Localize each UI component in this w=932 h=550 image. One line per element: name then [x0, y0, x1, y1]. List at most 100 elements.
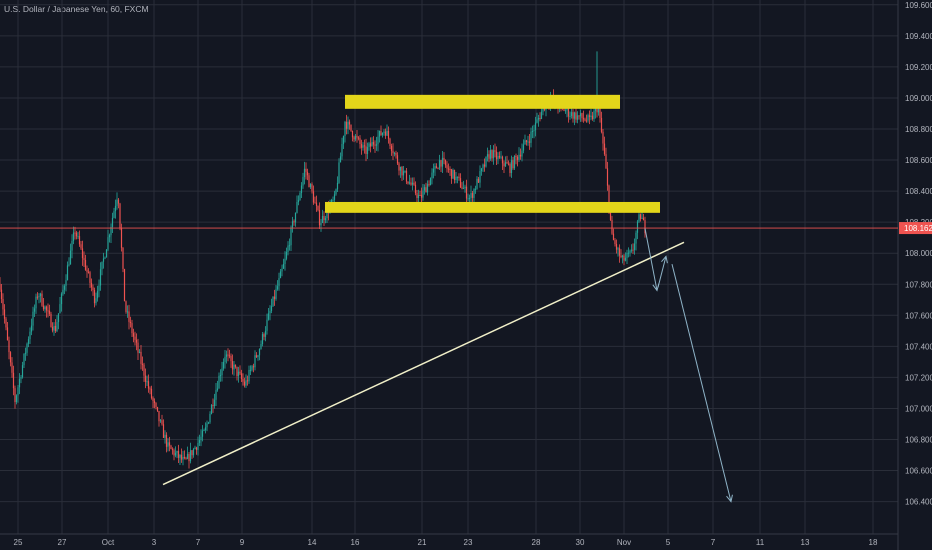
candle-body: [149, 388, 151, 390]
candle-body: [92, 287, 94, 290]
candle-body: [161, 420, 163, 425]
candle-body: [267, 313, 270, 320]
candle-body: [57, 313, 60, 323]
candle-body: [452, 169, 454, 179]
candle-body: [441, 157, 444, 167]
candle-body: [270, 306, 273, 311]
y-tick-label: 106.600: [905, 467, 932, 476]
candle-body: [44, 306, 46, 310]
candle-body: [227, 354, 229, 356]
candle-body: [480, 168, 483, 172]
candle-body: [155, 403, 157, 407]
candle-body: [65, 280, 67, 286]
candle-body: [498, 156, 501, 158]
candle-body: [432, 168, 435, 173]
candle-body: [272, 296, 274, 307]
candle-body: [357, 137, 360, 139]
candle-body: [501, 156, 504, 164]
candle-body: [518, 154, 520, 160]
candle-body: [153, 401, 156, 404]
candle-body: [486, 154, 489, 157]
candle-body: [614, 240, 616, 245]
candle-body: [485, 156, 487, 167]
candle-body: [351, 130, 354, 138]
candle-body: [113, 211, 115, 218]
candle-body: [257, 355, 259, 358]
candle-body: [59, 304, 61, 314]
y-tick-label: 107.200: [905, 373, 932, 382]
candle-body: [428, 184, 430, 186]
candle-body: [74, 232, 76, 234]
candle-body: [623, 255, 625, 261]
x-tick-label: 13: [801, 538, 810, 547]
candle-body: [278, 278, 280, 287]
candle-body: [108, 235, 111, 238]
candle-body: [215, 390, 217, 400]
x-tick-label: 5: [666, 538, 671, 547]
candle-body: [143, 364, 145, 376]
candle-body: [335, 189, 337, 195]
candle-body: [458, 176, 460, 179]
candle-body: [188, 454, 190, 462]
candle-body: [80, 244, 82, 249]
candle-body: [93, 289, 96, 304]
candle-body: [303, 168, 306, 178]
candle-body: [131, 323, 133, 334]
candle-body: [26, 343, 28, 353]
y-tick-label: 109.600: [905, 1, 932, 10]
candle-body: [71, 240, 73, 251]
candle-body: [135, 339, 138, 343]
x-tick-label: 11: [756, 538, 765, 547]
candle-body: [132, 333, 135, 337]
candle-body: [179, 454, 181, 458]
candle-body: [222, 361, 225, 369]
candle-body: [525, 140, 528, 142]
y-tick-label: 109.400: [905, 32, 932, 41]
candle-body: [570, 112, 573, 117]
candle-body: [221, 368, 223, 376]
candle-body: [618, 248, 621, 256]
candle-body: [245, 380, 247, 386]
candle-body: [411, 182, 414, 185]
candle-body: [2, 299, 4, 310]
candle-body: [510, 160, 513, 174]
x-tick-label: 18: [869, 538, 878, 547]
candle-body: [66, 265, 69, 281]
candle-body: [636, 221, 639, 233]
candle-body: [365, 146, 367, 154]
candle-body: [461, 187, 463, 189]
candle-body: [437, 168, 439, 170]
candle-body: [446, 165, 448, 169]
candle-body: [581, 113, 583, 119]
candle-body: [407, 181, 409, 184]
candle-body: [315, 202, 318, 206]
candle-body: [72, 232, 75, 241]
x-tick-label: 23: [464, 538, 473, 547]
candle-body: [414, 184, 417, 194]
x-tick-label: 21: [418, 538, 427, 547]
candle-body: [624, 257, 627, 261]
candle-body: [395, 152, 397, 156]
candle-body: [96, 290, 99, 299]
candle-body: [354, 135, 357, 140]
support-zone: [325, 201, 660, 213]
candle-body: [482, 164, 484, 169]
candle-body: [347, 121, 349, 129]
candle-body: [612, 233, 615, 241]
candle-body: [513, 155, 516, 169]
candle-body: [84, 259, 87, 270]
candle-body: [218, 375, 220, 389]
candle-body: [240, 373, 243, 380]
projection-arrow-head: [726, 494, 733, 503]
x-tick-label: 27: [58, 538, 67, 547]
candle-body: [416, 193, 418, 199]
candle-body: [167, 442, 169, 447]
candle-body: [342, 136, 345, 145]
candle-body: [24, 352, 27, 354]
candle-body: [116, 199, 118, 206]
candle-body: [269, 310, 271, 314]
candle-body: [585, 120, 588, 122]
candle-body: [212, 404, 214, 407]
candle-body: [258, 348, 261, 356]
